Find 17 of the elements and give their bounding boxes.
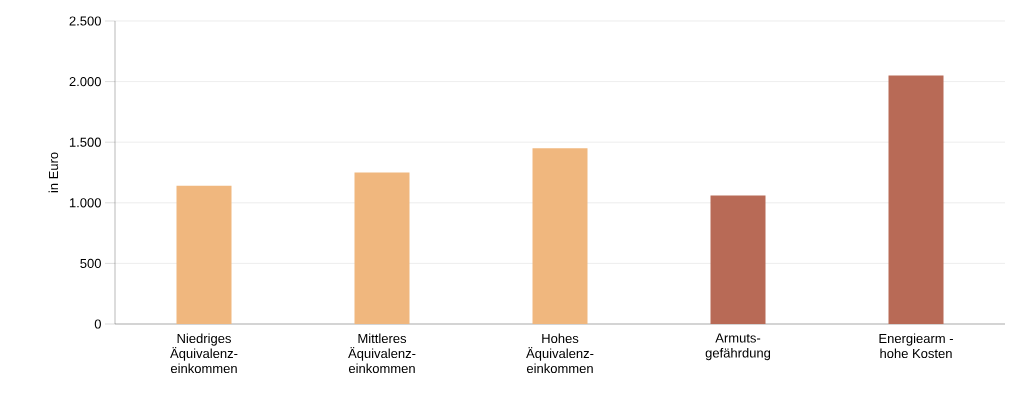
x-tick-label: Hohes Äquivalenz-einkommen xyxy=(526,333,594,374)
bar xyxy=(354,172,410,324)
x-tick-label: Energiearm - hohe Kosten xyxy=(879,333,953,359)
x-tick-label: Armuts-gefährdung xyxy=(705,333,771,361)
x-tick-label: Mittleres Äquivalenz-einkommen xyxy=(348,333,416,374)
bar xyxy=(710,195,766,324)
bar xyxy=(532,148,588,324)
y-tick-label: 500 xyxy=(80,258,101,268)
y-tick-label: 2.000 xyxy=(69,77,101,87)
y-tick-label: 1.000 xyxy=(69,198,101,208)
bar xyxy=(176,185,232,324)
y-tick-label: 1.500 xyxy=(69,137,101,147)
y-axis-title: in Euro xyxy=(48,152,59,193)
x-tick-label: Niedriges Äquivalenz-einkommen xyxy=(170,333,238,374)
y-tick-label: 0 xyxy=(94,319,101,329)
bar xyxy=(888,75,944,324)
y-tick-label: 2.500 xyxy=(69,16,101,26)
